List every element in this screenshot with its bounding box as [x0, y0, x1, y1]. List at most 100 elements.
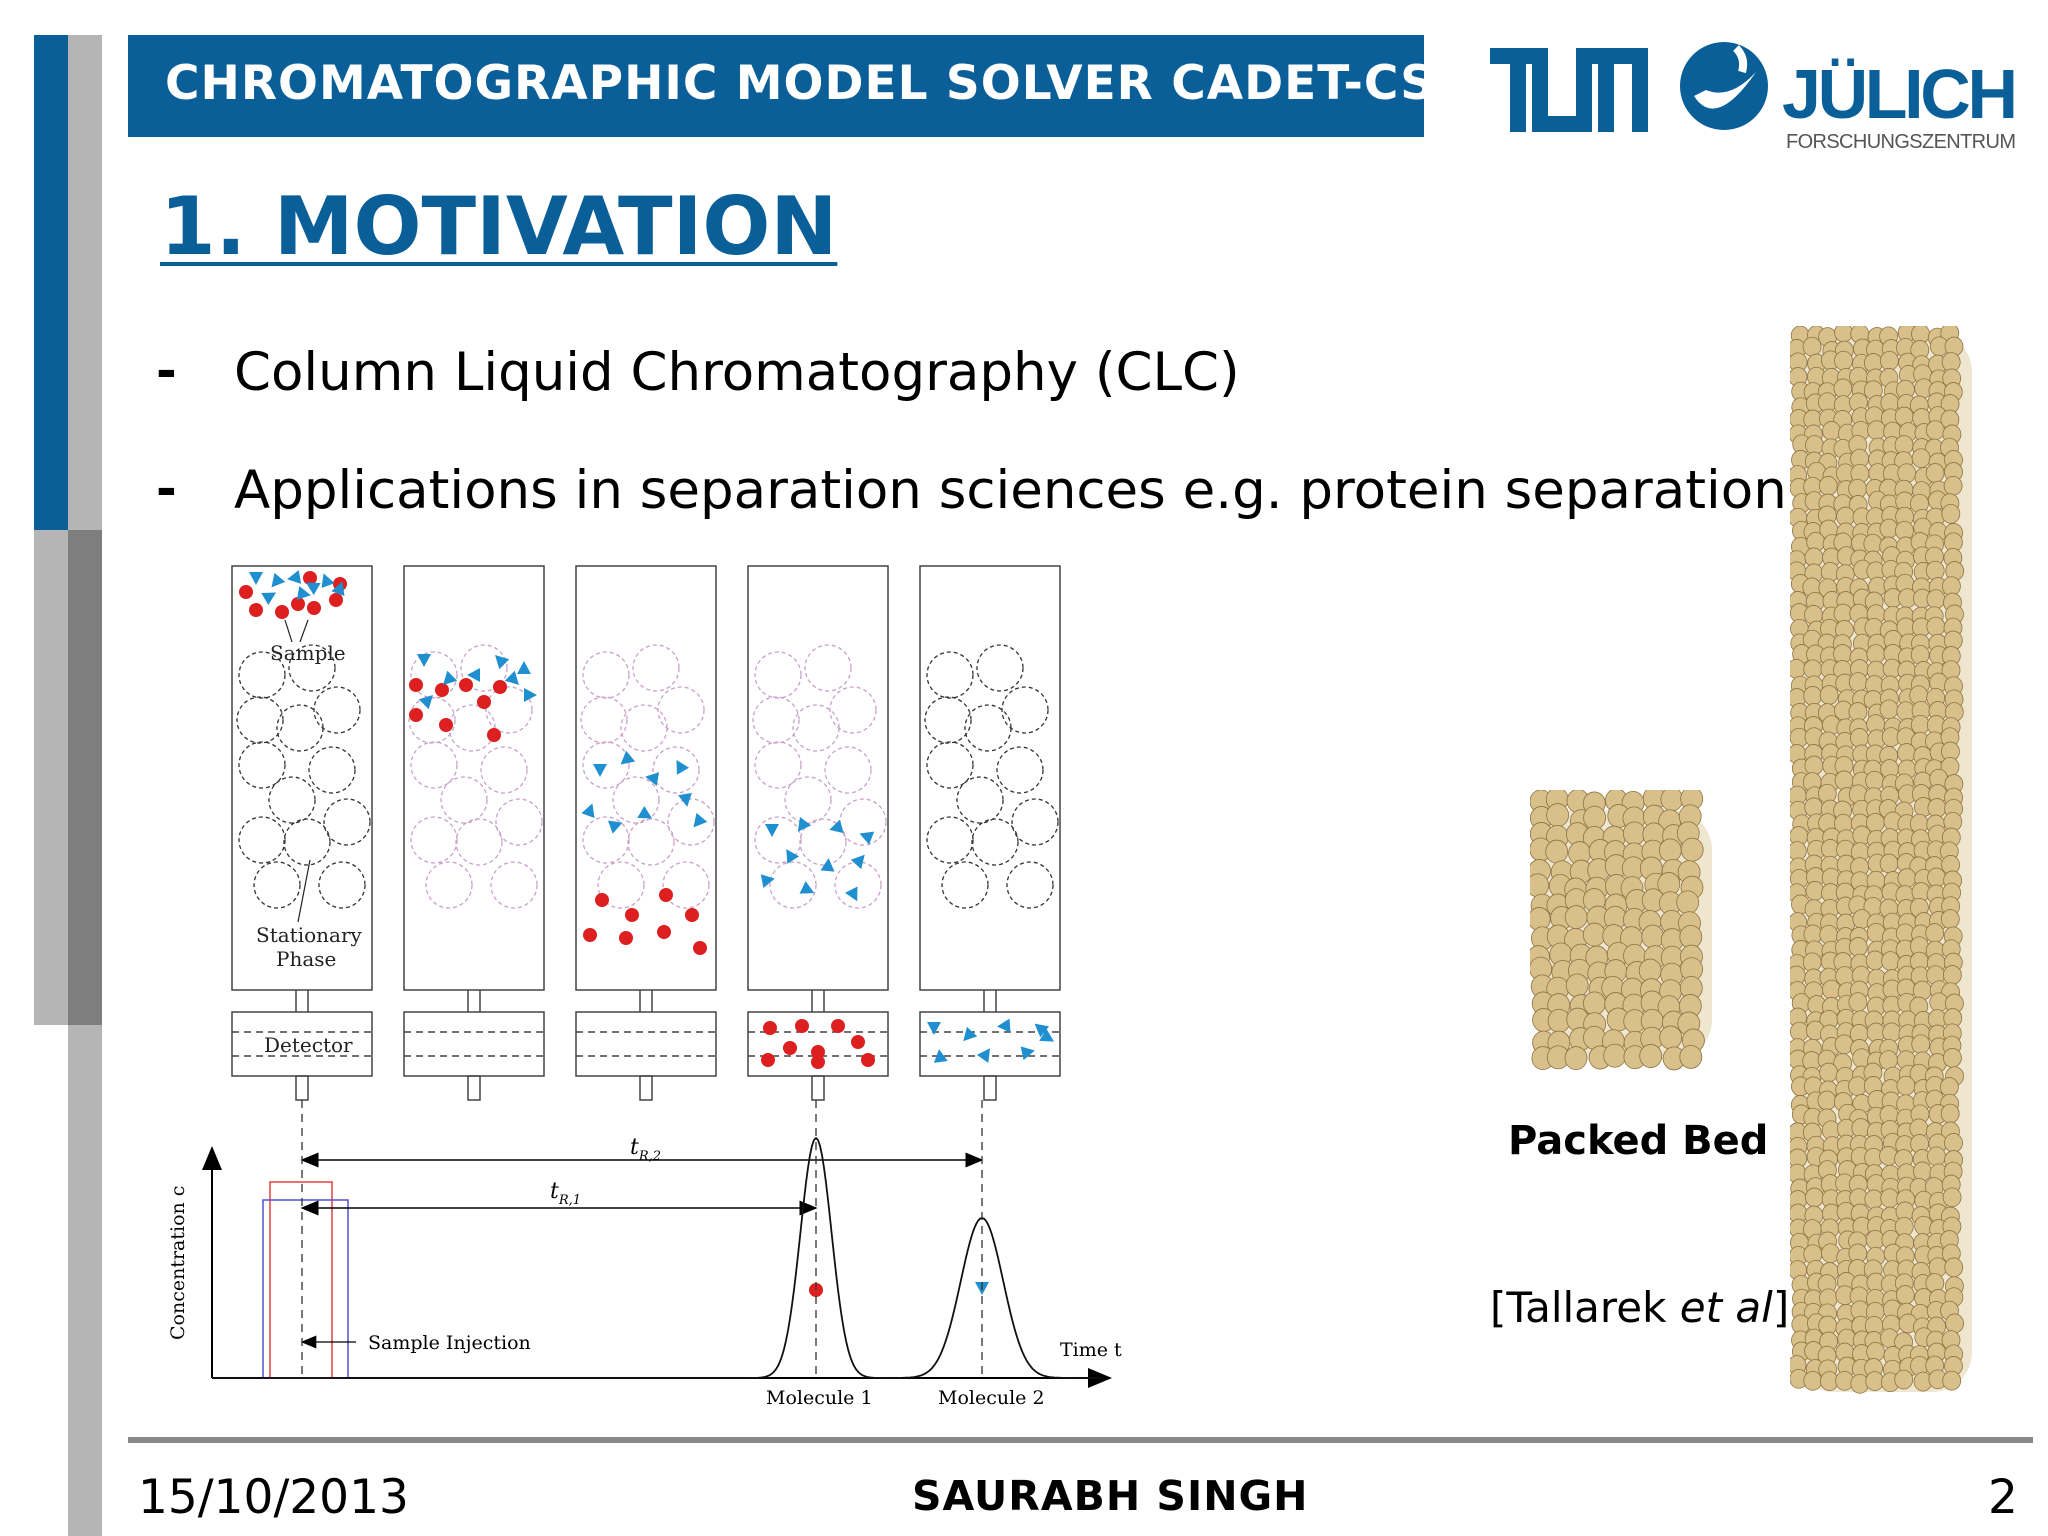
- detector-outlet: [811, 1075, 825, 1101]
- molecule2-triangle: [517, 661, 531, 674]
- molecule2-triangle: [607, 820, 623, 834]
- stationary-bead: [410, 651, 458, 699]
- packing-sphere: [1545, 839, 1569, 864]
- y-axis-label: Concentration c: [167, 1186, 189, 1340]
- stationary-bead: [834, 861, 882, 909]
- stationary-bead: [1011, 798, 1059, 846]
- molecule1-dot: [831, 1019, 845, 1033]
- packing-sphere: [1879, 1050, 1898, 1070]
- stationary-bead: [652, 746, 700, 794]
- sample-pointer: [299, 619, 309, 643]
- molecule2-triangle: [418, 695, 433, 710]
- stationary-bead: [410, 741, 458, 789]
- molecule2-triangle: [786, 849, 800, 864]
- stationary-bead: [580, 696, 628, 744]
- packing-sphere: [1679, 1044, 1703, 1069]
- molecule2-triangle: [820, 858, 835, 872]
- left-stripe-gray-dark: [68, 530, 102, 1025]
- molecule1-dot: [307, 601, 321, 615]
- packing-sphere: [1851, 1118, 1871, 1138]
- molecule1-dot: [459, 678, 473, 692]
- detector-label: Detector: [264, 1033, 353, 1057]
- page-number: 2: [1988, 1470, 2018, 1525]
- stationary-bead: [829, 686, 877, 734]
- molecule1-dot: [795, 1019, 809, 1033]
- packing-sphere: [1879, 853, 1899, 874]
- packing-sphere: [1894, 1369, 1914, 1390]
- stationary-bead: [784, 776, 832, 824]
- stationary-bead: [268, 776, 316, 824]
- sample-injection-label: Sample Injection: [368, 1332, 531, 1354]
- packing-sphere: [1834, 326, 1853, 343]
- molecule2-triangle: [443, 670, 458, 685]
- stationary-pointer: [297, 859, 311, 923]
- stationary-bead: [926, 651, 974, 699]
- packing-sphere: [1925, 923, 1945, 943]
- julich-wordmark: JÜLICH: [1782, 55, 2018, 133]
- molecule1-dot: [303, 571, 317, 585]
- molecule1-dot: [239, 585, 253, 599]
- packing-sphere: [1943, 475, 1963, 496]
- stationary-bead: [976, 644, 1024, 692]
- stationary-bead: [620, 704, 668, 752]
- packing-sphere: [1582, 922, 1606, 947]
- citation-suffix: ]: [1772, 1283, 1790, 1332]
- packing-sphere: [1926, 616, 1946, 637]
- stationary-bead: [238, 816, 286, 864]
- x-axis-label: Time t: [1060, 1339, 1122, 1361]
- molecule2-triangle: [249, 572, 263, 585]
- packing-sphere: [1790, 658, 1806, 679]
- molecule1-label: Molecule 1: [766, 1387, 873, 1409]
- detector-outlet: [467, 1075, 481, 1101]
- stationary-bead: [455, 818, 503, 866]
- packing-sphere: [1639, 1044, 1663, 1068]
- molecule1-dot: [275, 605, 289, 619]
- molecule1-dot: [291, 597, 305, 611]
- citation: [Tallarek et al]: [1490, 1283, 1789, 1332]
- stationary-bead: [495, 798, 543, 846]
- header-bar: [128, 35, 1424, 137]
- molecule2-triangle: [321, 573, 335, 589]
- packing-sphere: [1848, 937, 1868, 957]
- molecule1-dot: [761, 1053, 775, 1067]
- packing-sphere: [1565, 973, 1589, 998]
- packing-sphere: [1942, 1048, 1962, 1068]
- molecule1-dot: [249, 603, 263, 617]
- packing-sphere: [1546, 803, 1570, 828]
- page-title: 1. MOTIVATION: [160, 180, 838, 273]
- molecule1-dot: [763, 1021, 777, 1035]
- packing-sphere: [1865, 770, 1884, 791]
- molecule2-triangle: [859, 831, 875, 845]
- molecule1-dot: [409, 678, 423, 692]
- stationary-bead: [769, 861, 817, 909]
- molecule2-triangle: [305, 582, 321, 596]
- packing-sphere: [1897, 463, 1917, 484]
- footer-author: SAURABH SINGH: [912, 1472, 1309, 1520]
- packing-sphere: [1848, 992, 1868, 1012]
- packing-sphere: [1659, 1025, 1683, 1050]
- molecule1-dot: [783, 1041, 797, 1055]
- molecule2-triangle: [850, 854, 865, 870]
- packing-sphere: [1819, 685, 1839, 705]
- molecule2-triangle: [829, 819, 844, 834]
- packing-sphere: [1848, 672, 1868, 692]
- sample-pointer: [284, 619, 293, 643]
- packing-sphere: [1881, 951, 1900, 971]
- injection-box-blue: [262, 1199, 349, 1379]
- packing-sphere: [1941, 503, 1961, 524]
- bullet-marker: -: [156, 342, 177, 400]
- packing-sphere: [1803, 686, 1823, 706]
- stationary-bead: [996, 746, 1044, 794]
- packing-sphere: [1942, 1187, 1962, 1208]
- packing-sphere: [1944, 1133, 1963, 1153]
- bullet-marker: -: [156, 460, 177, 518]
- packing-sphere: [1927, 867, 1946, 888]
- detector-cell: [919, 1011, 1061, 1077]
- molecule2-triangle: [495, 655, 510, 670]
- molecule1-dot: [851, 1035, 865, 1049]
- packing-sphere: [1925, 560, 1945, 581]
- packing-sphere: [1676, 890, 1700, 915]
- left-stripe-blue: [34, 35, 68, 530]
- molecule1-dot: [811, 1045, 825, 1059]
- molecule2-triangle: [287, 570, 302, 584]
